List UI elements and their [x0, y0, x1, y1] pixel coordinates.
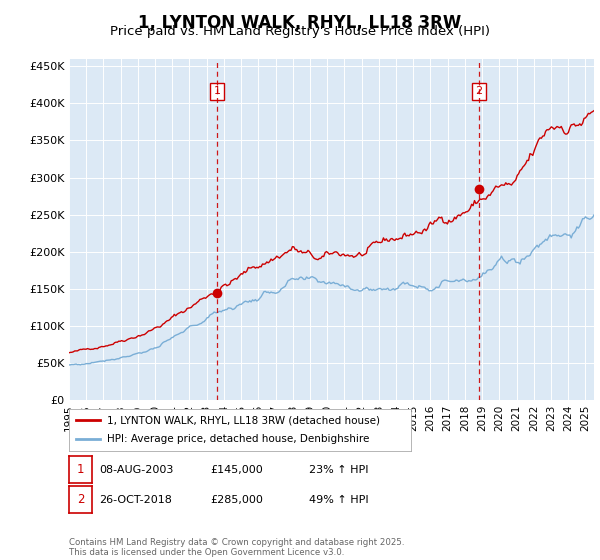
Text: 23% ↑ HPI: 23% ↑ HPI	[309, 465, 368, 475]
Text: 1, LYNTON WALK, RHYL, LL18 3RW (detached house): 1, LYNTON WALK, RHYL, LL18 3RW (detached…	[107, 415, 380, 425]
Text: 2: 2	[475, 86, 482, 96]
Text: 2: 2	[77, 493, 84, 506]
Text: 08-AUG-2003: 08-AUG-2003	[99, 465, 173, 475]
Text: 49% ↑ HPI: 49% ↑ HPI	[309, 494, 368, 505]
Text: £285,000: £285,000	[210, 494, 263, 505]
Text: 1: 1	[77, 463, 84, 477]
Text: 1, LYNTON WALK, RHYL, LL18 3RW: 1, LYNTON WALK, RHYL, LL18 3RW	[139, 14, 461, 32]
Text: HPI: Average price, detached house, Denbighshire: HPI: Average price, detached house, Denb…	[107, 435, 369, 445]
Text: Price paid vs. HM Land Registry's House Price Index (HPI): Price paid vs. HM Land Registry's House …	[110, 25, 490, 38]
Text: Contains HM Land Registry data © Crown copyright and database right 2025.
This d: Contains HM Land Registry data © Crown c…	[69, 538, 404, 557]
Text: 1: 1	[214, 86, 221, 96]
Text: £145,000: £145,000	[210, 465, 263, 475]
Text: 26-OCT-2018: 26-OCT-2018	[99, 494, 172, 505]
